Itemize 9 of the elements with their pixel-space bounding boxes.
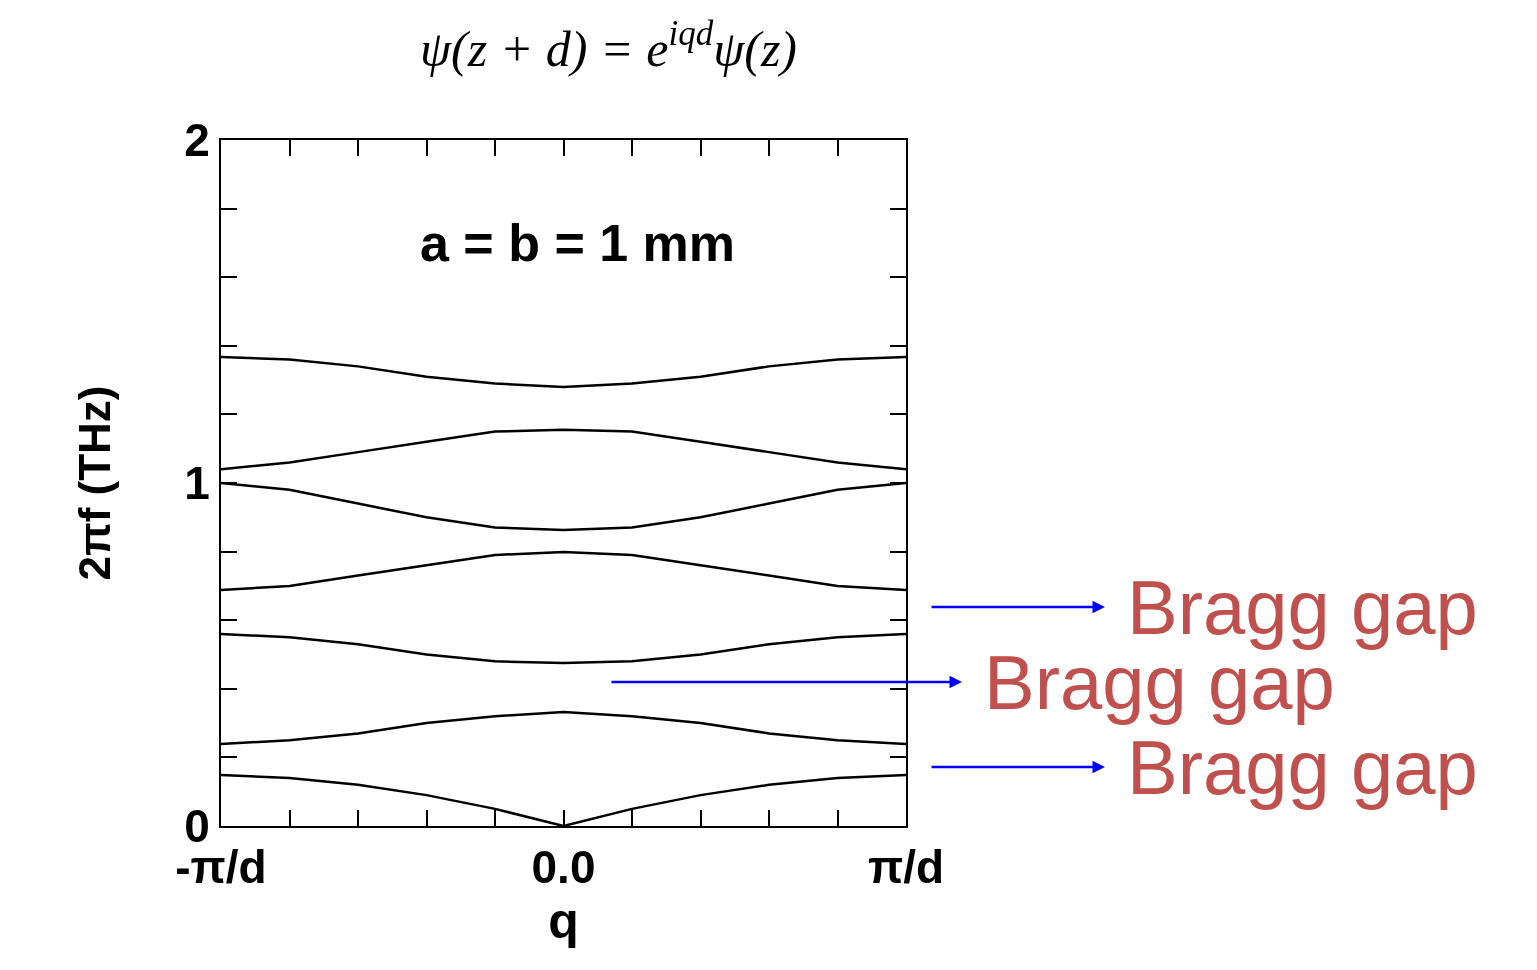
x-tick-label: 0.0 (531, 841, 596, 894)
x-axis-title: q (548, 893, 579, 950)
chart-title: ψ(z + d) = e$^{iqd}$ψ(z) (419, 13, 798, 77)
y-tick-label: 2 (184, 114, 210, 167)
text: Bragg gap (1127, 725, 1478, 810)
x-tick-label: π/d (867, 841, 945, 894)
y-tick-label: 1 (184, 457, 210, 510)
annotation: a = b = 1 mm (420, 214, 736, 272)
y-axis-title: 2πf (THz) (69, 385, 119, 581)
